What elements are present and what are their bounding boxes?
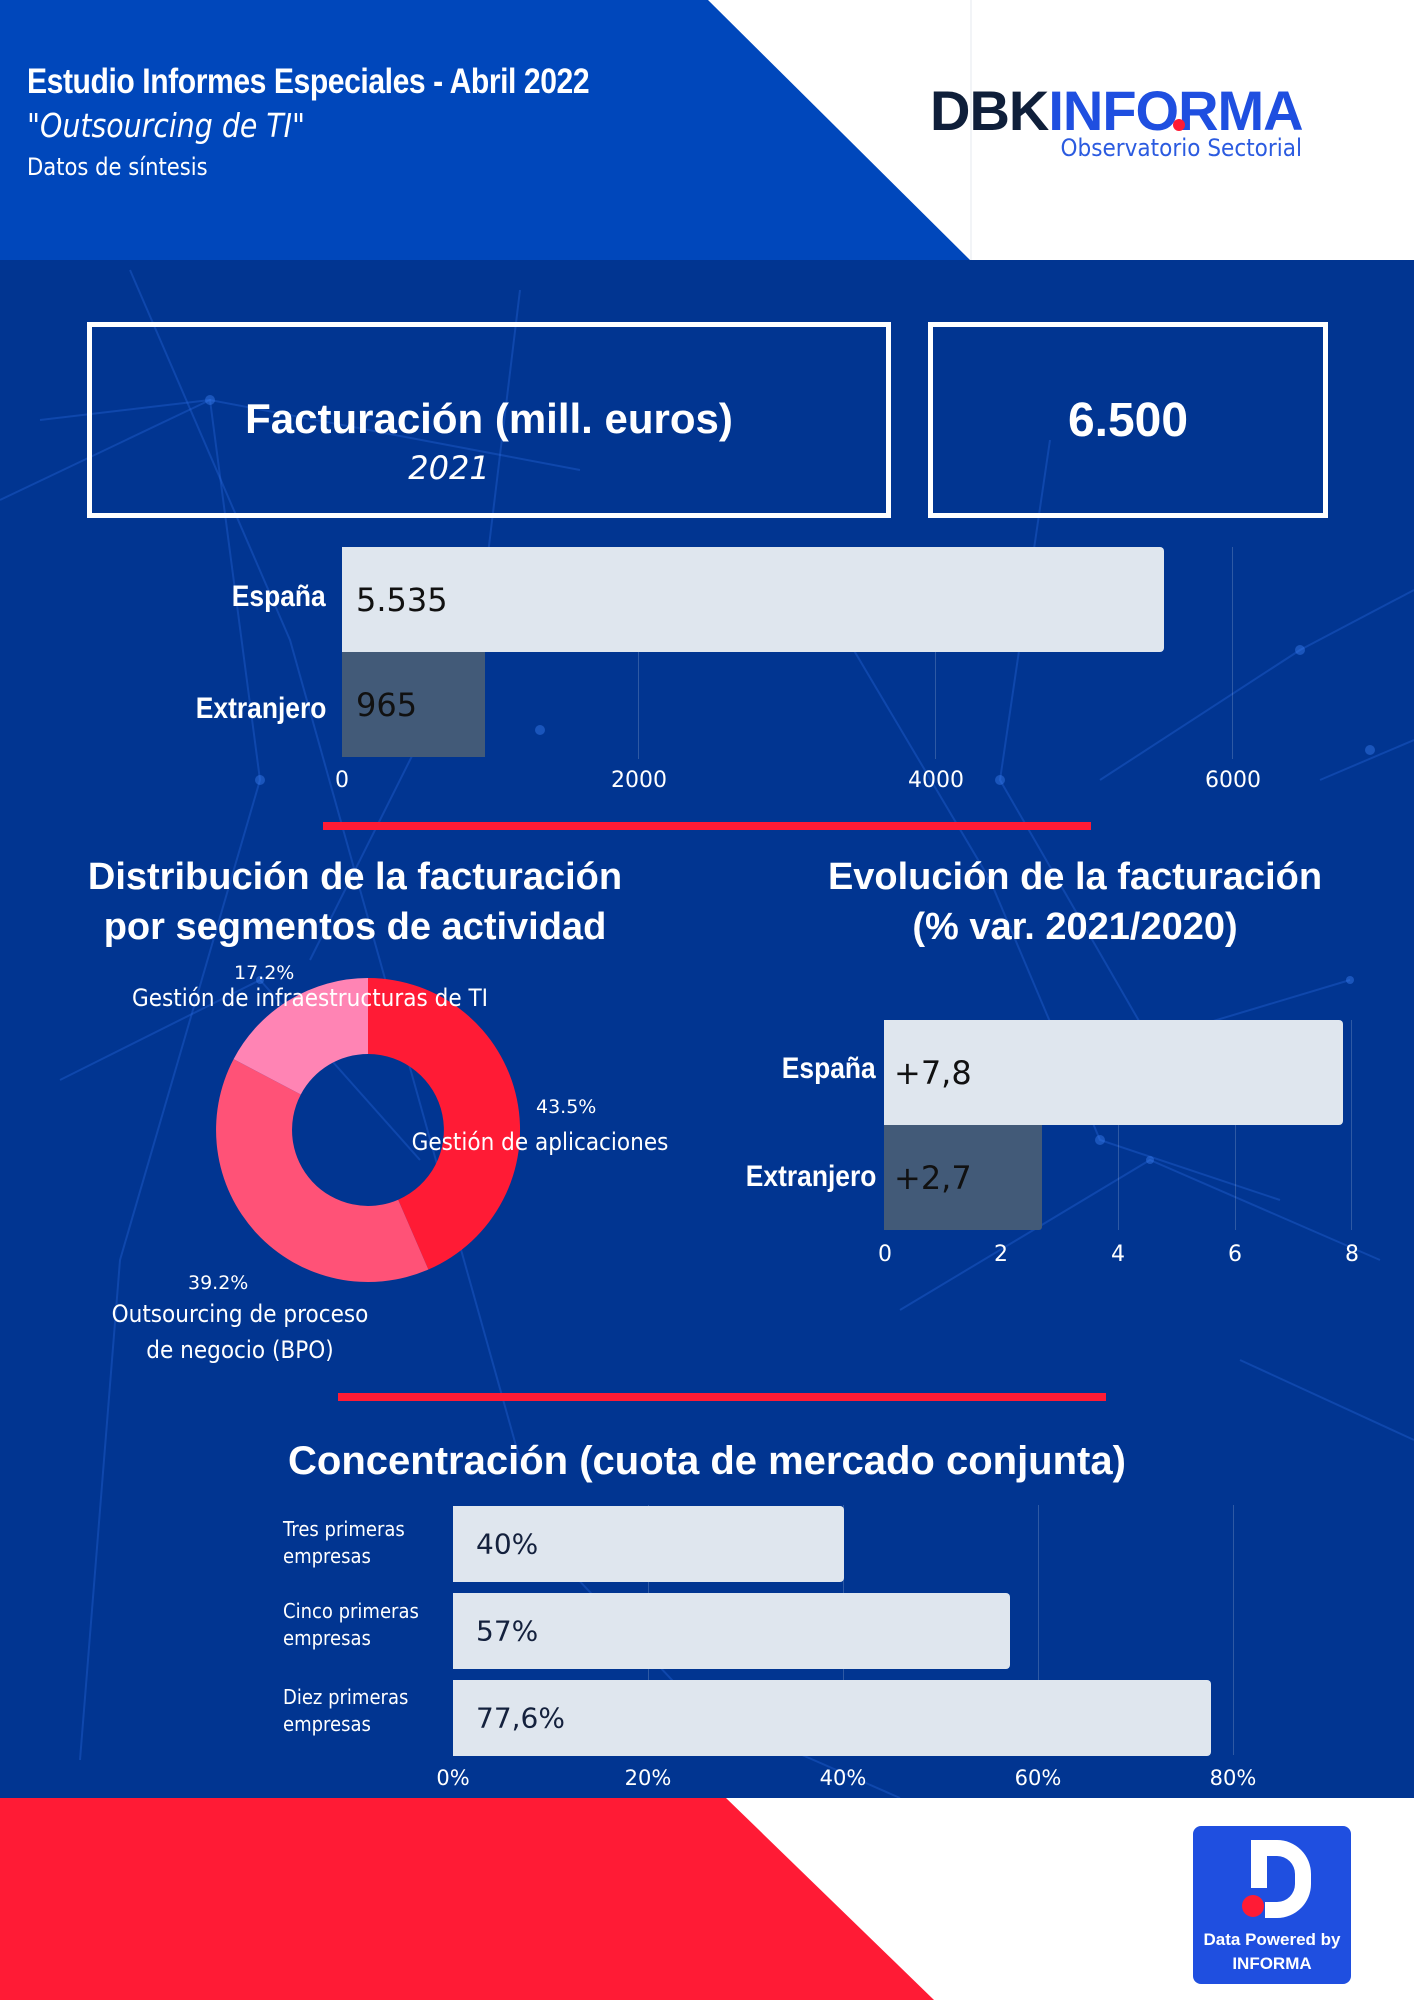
footer-red-shape [0, 1798, 934, 2000]
x-tick: 60% [1014, 1766, 1062, 1790]
distribution-title-line1: Distribución de la facturación [87, 856, 623, 898]
category-label-espana: España [232, 580, 326, 613]
bar-extranjero-evolution[interactable]: +2,7 [884, 1125, 1042, 1230]
logo-wordmark: DBKINFORMA [930, 83, 1310, 139]
category-label-cinco: Cinco primeras empresas [283, 1599, 419, 1650]
logo-tagline: Observatorio Sectorial [1060, 134, 1302, 162]
report-note: Datos de síntesis [27, 153, 208, 181]
logo-red-dot-icon [1173, 119, 1185, 131]
donut-label-infraestructuras: Gestión de infraestructuras de TI [131, 984, 489, 1012]
bar-value: +2,7 [894, 1158, 972, 1197]
revenue-bar-chart: 5.535 965 España Extranjero 0 2000 4000 … [0, 260, 1414, 820]
bar-cinco-primeras[interactable]: 57% [453, 1593, 1010, 1669]
gridline [1235, 1020, 1236, 1230]
logo-part-dbk: DBK [930, 79, 1049, 142]
x-tick: 8 [1345, 1242, 1359, 1267]
logo-part-informa: INFORMA [1048, 79, 1303, 142]
evolution-title-line1: Evolución de la facturación [827, 856, 1323, 898]
x-tick: 0 [335, 768, 349, 793]
bar-diez-primeras[interactable]: 77,6% [453, 1680, 1211, 1756]
revenue-total-value: 6.500 [1067, 394, 1189, 447]
gridline [1233, 1505, 1234, 1755]
x-tick: 80% [1209, 1766, 1257, 1790]
donut-label-aplicaciones: Gestión de aplicaciones [411, 1128, 669, 1156]
gridline [1038, 1505, 1039, 1755]
bar-tres-primeras[interactable]: 40% [453, 1506, 844, 1582]
x-tick: 6 [1228, 1242, 1242, 1267]
x-tick: 4000 [908, 768, 964, 793]
evolution-title: Evolución de la facturación (% var. 2021… [800, 852, 1350, 952]
badge-line2: INFORMA [1232, 1954, 1312, 1973]
category-label-extranjero: Extranjero [195, 692, 326, 725]
category-label-diez: Diez primeras empresas [283, 1685, 409, 1736]
main-panel: Facturación (mill. euros) 2021 6.500 5.5… [0, 260, 1414, 1798]
distribution-donut-chart [216, 978, 521, 1282]
bar-value: 5.535 [356, 580, 448, 619]
gridline [1232, 547, 1233, 759]
x-tick: 20% [624, 1766, 672, 1790]
bar-espana[interactable]: 5.535 [342, 547, 1164, 652]
revenue-total-box: 6.500 [928, 322, 1328, 518]
donut-segment-infraestructuras[interactable] [233, 978, 368, 1095]
evolution-title-line2: (% var. 2021/2020) [912, 906, 1238, 948]
bar-extranjero[interactable]: 965 [342, 652, 485, 757]
distribution-title-line2: por segmentos de actividad [103, 906, 607, 948]
gridline [1351, 1020, 1352, 1230]
category-label-extranjero: Extranjero [745, 1160, 876, 1193]
section-divider [323, 822, 1091, 830]
data-powered-d-icon [1242, 1840, 1311, 1918]
bar-espana-evolution[interactable]: +7,8 [884, 1020, 1343, 1125]
header-text-block: Estudio Informes Especiales - Abril 2022… [27, 62, 681, 181]
data-powered-by-informa-badge: Data Powered by INFORMA [1193, 1826, 1351, 1984]
category-label-espana: España [782, 1052, 876, 1085]
x-tick: 0 [878, 1242, 892, 1267]
report-subtitle: "Outsourcing de TI" [27, 106, 306, 145]
dbk-informa-logo: DBKINFORMA Observatorio Sectorial [930, 83, 1310, 163]
x-tick: 2 [994, 1242, 1008, 1267]
revenue-label-box: Facturación (mill. euros) 2021 [87, 322, 891, 518]
donut-label-bpo: Outsourcing de proceso de negocio (BPO) [111, 1300, 369, 1364]
revenue-year: 2021 [408, 449, 490, 487]
gridline [935, 547, 936, 759]
x-tick: 4 [1111, 1242, 1125, 1267]
x-tick: 0% [436, 1766, 470, 1790]
x-tick: 40% [819, 1766, 867, 1790]
bar-value: 40% [476, 1527, 539, 1561]
badge-text: Data Powered by INFORMA [1193, 1928, 1351, 1976]
revenue-title: Facturación (mill. euros) [245, 395, 733, 442]
badge-line1: Data Powered by [1203, 1930, 1341, 1949]
donut-segment-bpo[interactable] [216, 1059, 429, 1282]
bar-value: +7,8 [894, 1053, 972, 1092]
category-label-tres: Tres primeras empresas [283, 1517, 405, 1568]
gridline [1118, 1020, 1119, 1230]
donut-pct-bpo: 39.2% [188, 1272, 249, 1294]
donut-segment-aplicaciones[interactable] [368, 978, 521, 1270]
bar-value: 965 [356, 685, 418, 724]
section-divider [338, 1393, 1106, 1401]
x-tick: 6000 [1205, 768, 1261, 793]
donut-pct-infraestructuras: 17.2% [234, 962, 295, 984]
bar-value: 57% [476, 1614, 539, 1648]
distribution-title: Distribución de la facturación por segme… [60, 852, 650, 952]
header-blue-shape [0, 0, 972, 260]
report-title: Estudio Informes Especiales - Abril 2022 [27, 62, 590, 101]
donut-pct-aplicaciones: 43.5% [536, 1096, 597, 1118]
concentration-title: Concentración (cuota de mercado conjunta… [288, 1439, 1126, 1483]
gridline [638, 547, 639, 759]
bar-value: 77,6% [476, 1701, 565, 1735]
x-tick: 2000 [611, 768, 667, 793]
